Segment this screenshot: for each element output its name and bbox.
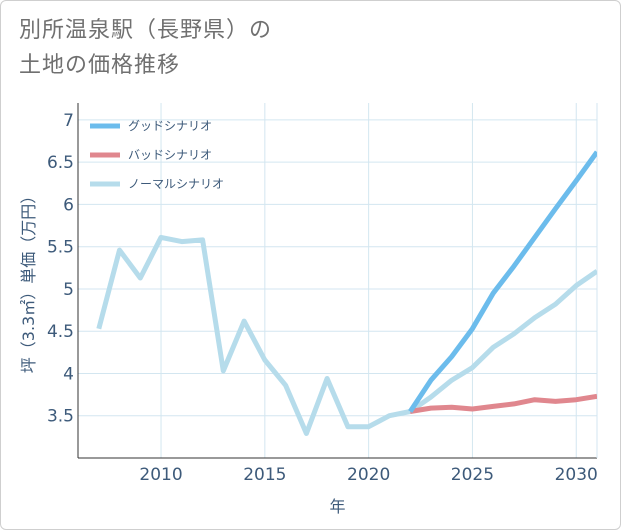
series-line-3: [96, 234, 597, 436]
series-line-2: [409, 393, 597, 414]
y-tick-label: 6: [63, 195, 74, 215]
x-tick-label: 2010: [139, 465, 182, 485]
axes: [77, 103, 598, 459]
legend-label: バッドシナリオ: [128, 148, 212, 162]
chart-title: 別所温泉駅（長野県）の 土地の価格推移: [19, 13, 272, 83]
y-tick-label: 3.5: [47, 407, 74, 427]
series-lines: [96, 150, 597, 436]
y-tick-label: 4: [63, 364, 74, 384]
legend-label: グッドシナリオ: [128, 119, 212, 133]
title-line-2: 土地の価格推移: [19, 53, 181, 78]
x-tick-label: 2030: [555, 465, 598, 485]
y-tick-label: 6.5: [47, 153, 74, 173]
legend-label: ノーマルシナリオ: [128, 177, 224, 191]
title-line-1: 別所温泉駅（長野県）の: [19, 18, 273, 43]
series-line-1: [408, 150, 597, 413]
x-tick-label: 2025: [451, 465, 494, 485]
x-tick-label: 2020: [347, 465, 390, 485]
y-tick-label: 4.5: [47, 322, 74, 342]
x-tick-label: 2015: [243, 465, 286, 485]
y-tick-label: 5: [63, 280, 74, 300]
y-tick-label: 7: [63, 111, 74, 131]
x-axis-title: 年: [329, 497, 345, 516]
y-tick-label: 5.5: [47, 238, 74, 258]
y-axis-title: 坪（3.3㎡）単価（万円）: [19, 188, 38, 373]
tick-labels: 3.5 4 4.5 5 5.5 6 6.5 7 2010 2015 2020 2025 2030: [47, 111, 598, 485]
